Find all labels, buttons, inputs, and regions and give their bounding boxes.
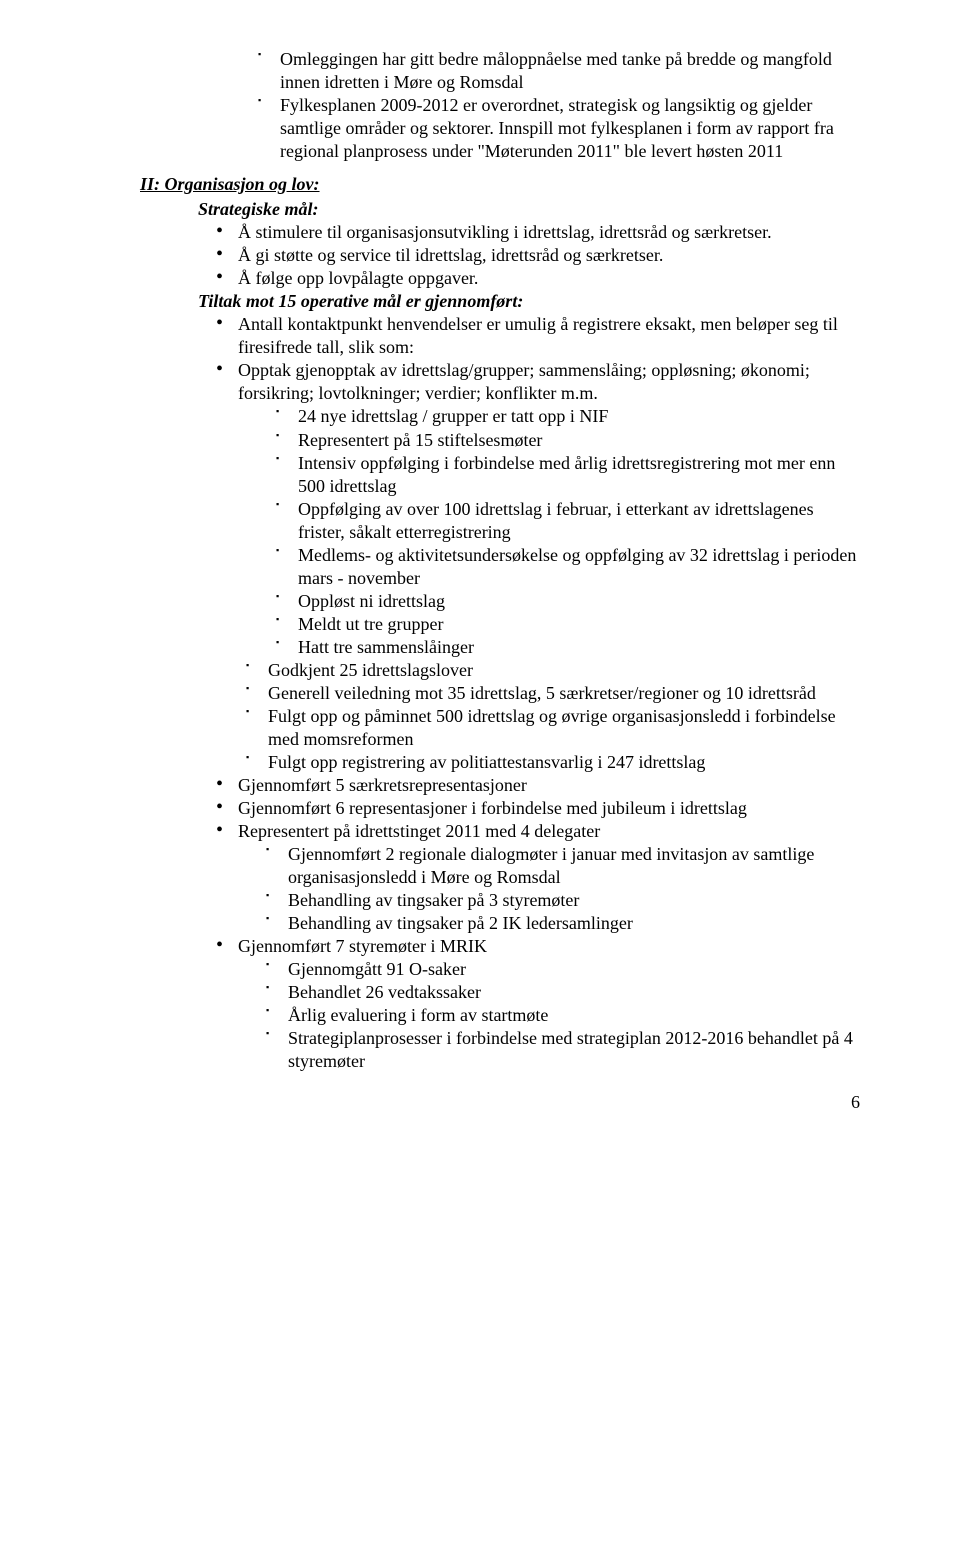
list-item: Godkjent 25 idrettslagslover [268, 659, 860, 682]
list-item: Fylkesplanen 2009-2012 er overordnet, st… [280, 94, 860, 163]
list-item: Fulgt opp registrering av politiattestan… [268, 751, 860, 774]
tiltak-heading: Tiltak mot 15 operative mål er gjennomfø… [198, 290, 860, 313]
list-item: Generell veiledning mot 35 idrettslag, 5… [268, 682, 860, 705]
list-item: Behandling av tingsaker på 3 styremøter [288, 889, 860, 912]
list-item: Strategiplanprosesser i forbindelse med … [288, 1027, 860, 1073]
list-item: Å stimulere til organisasjonsutvikling i… [238, 221, 860, 244]
styremoter-sublist: Gjennomgått 91 O-saker Behandlet 26 vedt… [238, 958, 860, 1073]
list-item: 24 nye idrettslag / grupper er tatt opp … [298, 405, 860, 428]
list-item: Intensiv oppfølging i forbindelse med år… [298, 452, 860, 498]
represented-sublist: Gjennomført 2 regionale dialogmøter i ja… [238, 843, 860, 935]
list-item: Fulgt opp og påminnet 500 idrettslag og … [268, 705, 860, 751]
post-sub-square-list: Godkjent 25 idrettslagslover Generell ve… [238, 659, 860, 774]
list-item: Behandlet 26 vedtakssaker [288, 981, 860, 1004]
list-item: Gjennomgått 91 O-saker [288, 958, 860, 981]
strategiske-heading: Strategiske mål: [198, 198, 860, 221]
list-item: Gjennomført 7 styremøter i MRIK Gjennomg… [238, 935, 860, 1073]
list-item: Å følge opp lovpålagte oppgaver. [238, 267, 860, 290]
list-item: Gjennomført 6 representasjoner i forbind… [238, 797, 860, 820]
represented-text: Representert på idrettstinget 2011 med 4… [238, 821, 600, 841]
page-number: 6 [140, 1091, 860, 1114]
list-item: Representert på 15 stiftelsesmøter [298, 429, 860, 452]
list-item: Å gi støtte og service til idrettslag, i… [238, 244, 860, 267]
document-page: Omleggingen har gitt bedre måloppnåelse … [0, 0, 960, 1154]
list-item: Opptak gjenopptak av idrettslag/grupper;… [238, 359, 860, 774]
styremoter-text: Gjennomført 7 styremøter i MRIK [238, 936, 487, 956]
list-item: Omleggingen har gitt bedre måloppnåelse … [280, 48, 860, 94]
list-item: Antall kontaktpunkt henvendelser er umul… [238, 313, 860, 359]
section-heading-organisasjon: II: Organisasjon og lov: [140, 173, 860, 196]
intro-square-list: Omleggingen har gitt bedre måloppnåelse … [140, 48, 860, 163]
list-item: Oppfølging av over 100 idrettslag i febr… [298, 498, 860, 544]
tiltak-list: Antall kontaktpunkt henvendelser er umul… [198, 313, 860, 1073]
list-item: Meldt ut tre grupper [298, 613, 860, 636]
list-item: Representert på idrettstinget 2011 med 4… [238, 820, 860, 935]
list-item: Hatt tre sammenslåinger [298, 636, 860, 659]
strategiske-list: Å stimulere til organisasjonsutvikling i… [198, 221, 860, 290]
list-item: Oppløst ni idrettslag [298, 590, 860, 613]
list-item: Behandling av tingsaker på 2 IK ledersam… [288, 912, 860, 935]
list-item: Medlems- og aktivitetsundersøkelse og op… [298, 544, 860, 590]
list-item: Gjennomført 2 regionale dialogmøter i ja… [288, 843, 860, 889]
list-item: Årlig evaluering i form av startmøte [288, 1004, 860, 1027]
list-item: Gjennomført 5 særkretsrepresentasjoner [238, 774, 860, 797]
opptak-sublist: 24 nye idrettslag / grupper er tatt opp … [238, 405, 860, 658]
opptak-text: Opptak gjenopptak av idrettslag/grupper;… [238, 360, 810, 403]
